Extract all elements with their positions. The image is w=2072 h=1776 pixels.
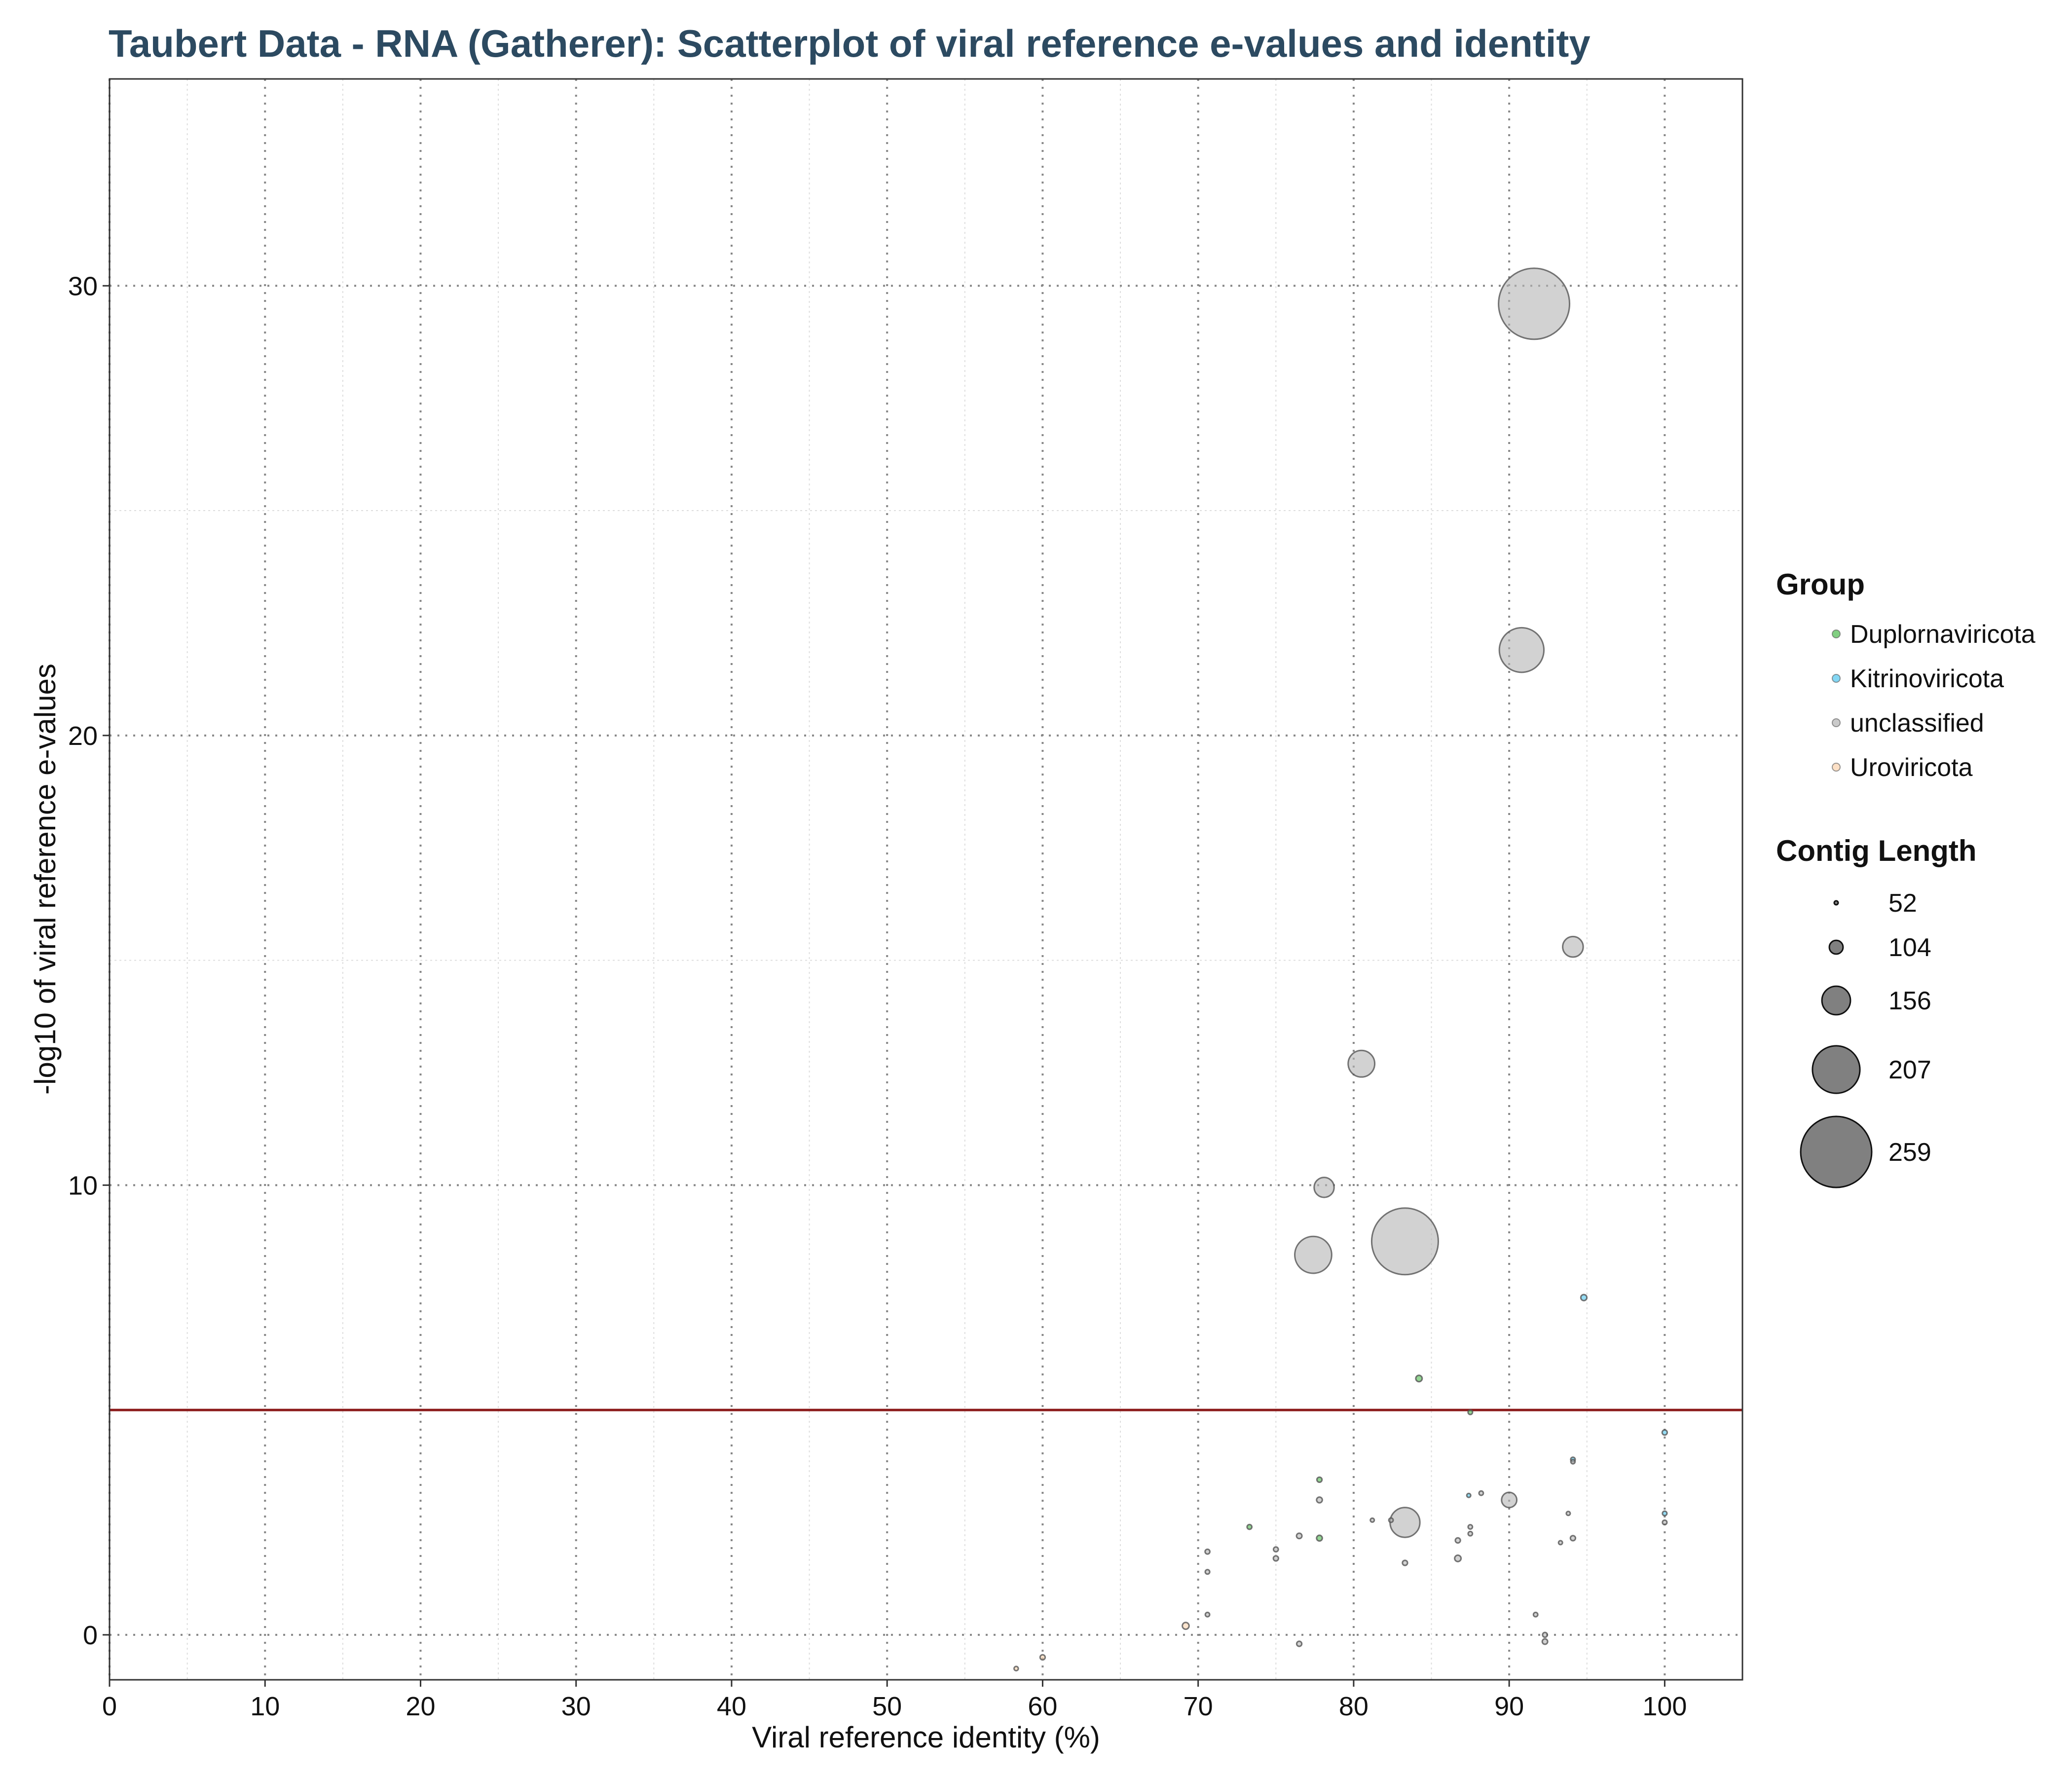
- data-point: [1454, 1554, 1462, 1562]
- data-point: [1013, 1665, 1019, 1671]
- legend-group-items: Duplornaviricota Kitrinoviricota unclassif…: [1832, 620, 2035, 782]
- data-point: [1204, 1569, 1211, 1575]
- data-point: [1402, 1559, 1408, 1566]
- legend-size-title: Contig Length: [1776, 834, 1977, 867]
- legend: Group Duplornaviricota Kitrinoviricota unc…: [1776, 568, 2035, 1188]
- legend-size-label: 52: [1888, 889, 1917, 918]
- data-point: [1370, 1207, 1439, 1276]
- data-point: [1569, 1535, 1577, 1542]
- legend-group-label: Kitrinoviricota: [1850, 665, 2004, 693]
- legend-size-label: 156: [1888, 987, 1931, 1015]
- x-tick-label: 40: [717, 1692, 746, 1721]
- legend-group-swatch: [1832, 718, 1841, 727]
- data-point: [1272, 1546, 1279, 1553]
- legend-size-swatch: [1800, 1115, 1873, 1188]
- y-tick-label: 30: [68, 271, 98, 301]
- x-tick-label: 100: [1642, 1692, 1687, 1721]
- x-tick-label: 30: [561, 1692, 591, 1721]
- x-tick-label: 70: [1184, 1692, 1213, 1721]
- data-point: [1246, 1523, 1253, 1530]
- legend-group-label: Duplornaviricota: [1850, 620, 2035, 649]
- data-point: [1295, 1532, 1303, 1540]
- x-tick-label: 60: [1028, 1692, 1057, 1721]
- data-point: [1541, 1638, 1549, 1645]
- grid: [109, 79, 1742, 1680]
- legend-size-swatch: [1833, 900, 1839, 906]
- data-point: [1662, 1510, 1668, 1517]
- data-point: [1467, 1530, 1474, 1537]
- data-point: [1415, 1374, 1423, 1383]
- data-point: [1313, 1177, 1335, 1198]
- legend-group-label: unclassified: [1850, 709, 1984, 738]
- data-point: [1661, 1429, 1668, 1436]
- data-point: [1570, 1459, 1576, 1465]
- legend-size-label: 259: [1888, 1138, 1931, 1167]
- x-tick-label: 0: [102, 1692, 117, 1721]
- chart-title: Taubert Data - RNA (Gatherer): Scatterpl…: [109, 22, 1591, 65]
- data-point: [1369, 1517, 1375, 1523]
- x-tick-label: 10: [250, 1692, 280, 1721]
- data-point: [1294, 1235, 1332, 1274]
- data-point: [1562, 935, 1584, 958]
- x-axis-label: Viral reference identity (%): [752, 1721, 1100, 1754]
- legend-size-swatch: [1812, 1045, 1861, 1094]
- data-point: [1498, 627, 1545, 673]
- legend-size-swatch: [1821, 985, 1851, 1016]
- data-point: [1204, 1548, 1211, 1555]
- axis-ticks: 0 10 20 30 40 50 60 70 80 90 100 0 10 20 30: [68, 271, 1687, 1721]
- data-point: [1389, 1507, 1421, 1538]
- data-point: [1316, 1534, 1323, 1542]
- y-tick-label: 0: [83, 1621, 98, 1650]
- data-point: [1478, 1490, 1484, 1496]
- data-point: [1662, 1519, 1668, 1526]
- data-point: [1454, 1537, 1461, 1544]
- x-tick-label: 20: [406, 1692, 435, 1721]
- legend-size-swatch: [1828, 939, 1844, 955]
- legend-group-label: Uroviricota: [1850, 753, 1973, 782]
- x-tick-label: 50: [872, 1692, 902, 1721]
- x-tick-label: 80: [1339, 1692, 1369, 1721]
- data-point: [1498, 267, 1571, 340]
- y-tick-label: 20: [68, 721, 98, 751]
- data-point: [1542, 1631, 1549, 1638]
- y-axis-label: -log10 of viral reference e-values: [29, 664, 62, 1095]
- legend-size-items: 52 104 156 207 259: [1800, 889, 1931, 1188]
- x-tick-label: 90: [1494, 1692, 1524, 1721]
- data-point: [1557, 1540, 1563, 1546]
- data-point: [1347, 1049, 1376, 1078]
- data-point: [1388, 1517, 1394, 1523]
- y-tick-label: 10: [68, 1171, 98, 1200]
- data-point: [1501, 1491, 1518, 1509]
- data-point: [1182, 1622, 1190, 1630]
- data-point: [1295, 1640, 1303, 1647]
- data-point: [1039, 1654, 1046, 1661]
- legend-group-swatch: [1832, 629, 1841, 638]
- plot-frame: [109, 78, 1743, 1681]
- legend-group-swatch: [1832, 763, 1841, 772]
- data-point: [1316, 1496, 1323, 1504]
- legend-group-title: Group: [1776, 568, 1865, 601]
- data-point: [1272, 1555, 1279, 1562]
- data-point: [1466, 1492, 1472, 1498]
- points: [1013, 267, 1668, 1671]
- data-point: [1580, 1294, 1588, 1301]
- data-point: [1316, 1476, 1323, 1483]
- legend-size-label: 104: [1888, 933, 1931, 962]
- data-point: [1532, 1611, 1539, 1618]
- data-point: [1467, 1409, 1474, 1415]
- data-point: [1565, 1511, 1571, 1517]
- data-point: [1467, 1524, 1474, 1530]
- data-point: [1204, 1611, 1211, 1618]
- legend-group-swatch: [1832, 674, 1841, 683]
- legend-size-label: 207: [1888, 1056, 1931, 1084]
